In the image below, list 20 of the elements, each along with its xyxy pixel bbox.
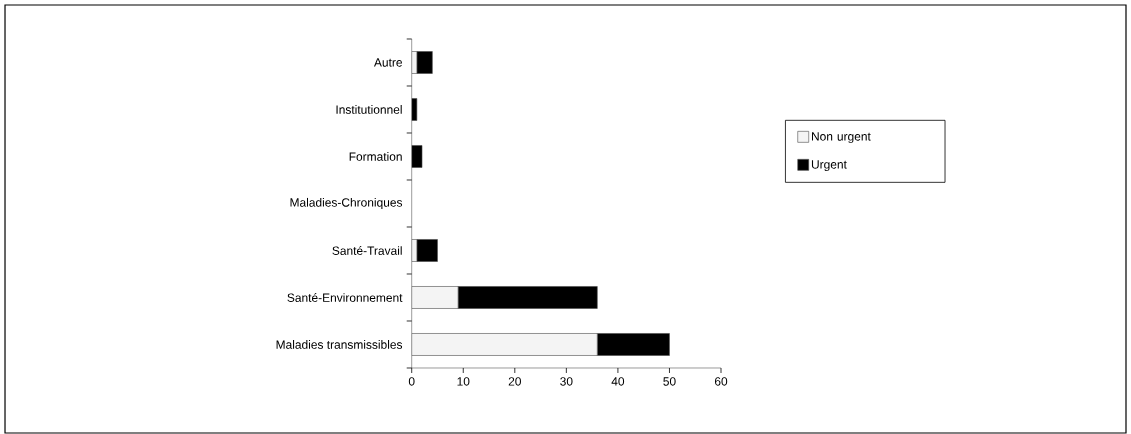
x-tick-label: 40 <box>611 377 625 386</box>
x-tick-label: 30 <box>560 377 573 386</box>
bar <box>416 239 438 262</box>
y-tick-label: Maladies transmissibles <box>276 340 403 349</box>
y-tick-label: Santé-Travail <box>332 246 402 255</box>
x-tick-label: 0 <box>408 377 415 386</box>
legend-label: Non urgent <box>812 132 871 144</box>
bar <box>411 98 418 121</box>
y-tick-label: Autre <box>373 58 402 67</box>
x-tick-label: 60 <box>714 377 728 386</box>
bar <box>416 51 433 74</box>
x-tick-label: 20 <box>508 377 521 386</box>
y-tick-label: Maladies-Chroniques <box>290 197 403 210</box>
y-tick-label: Formation <box>349 152 402 161</box>
x-tick-label: 50 <box>663 377 676 386</box>
x-tick-label: 10 <box>457 377 470 386</box>
legend-label: Urgent <box>811 160 847 172</box>
y-tick-label: Santé-Environnement <box>287 293 403 302</box>
bar <box>411 145 423 168</box>
y-tick-label: Institutionnel <box>336 105 402 114</box>
